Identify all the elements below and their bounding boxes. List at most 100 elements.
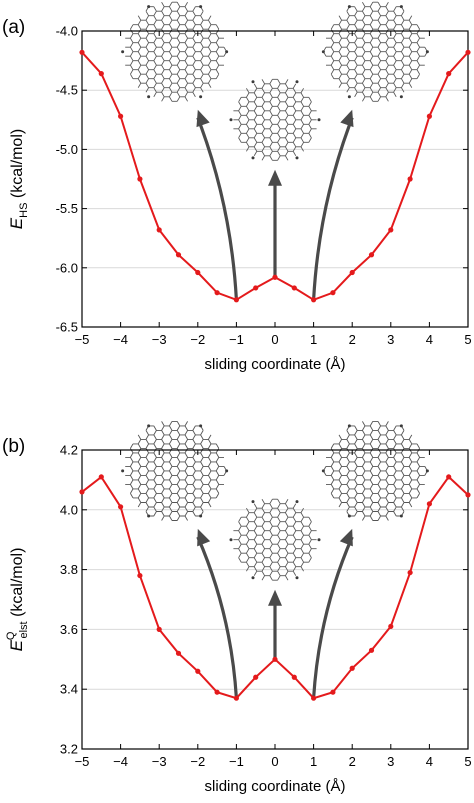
data-point [195, 269, 201, 276]
x-tick-label: −2 [190, 332, 205, 347]
y-axis-label-symbol: E [7, 217, 26, 229]
x-tick-label: 1 [310, 332, 317, 347]
molecule-edge-atom [251, 156, 255, 160]
molecule-edge-atom [199, 514, 203, 518]
data-point [233, 297, 239, 303]
arrow-head [268, 169, 282, 186]
x-tick-label: 1 [310, 754, 317, 769]
data-point [388, 623, 394, 630]
arrow-right [312, 109, 354, 300]
molecule-edge-atom [295, 576, 299, 580]
arrow-head [197, 528, 211, 547]
x-tick-label: −4 [113, 332, 128, 347]
arrow-left [196, 528, 238, 699]
x-tick-label: 2 [349, 754, 356, 769]
x-axis-label: sliding coordinate (Å) [205, 356, 346, 373]
molecule-bonds [233, 78, 317, 161]
data-point [349, 665, 355, 671]
data-point [253, 285, 259, 291]
y-axis-label: EHS (kcal/mol) [7, 129, 30, 229]
molecule-edge-atom [347, 5, 351, 9]
x-tick-label: −2 [190, 754, 205, 769]
y-tick-label: 4.2 [60, 443, 78, 458]
data-point [137, 176, 143, 182]
y-axis-label-sup: Q [5, 631, 17, 640]
panel-a: −5 −4 −3 −2 −1 0 1 2 3 4 5 -6.5 -6.0 -5.5 -5.0 -4.5 -4.0… [2, 1, 472, 373]
molecule-edge-atom [399, 424, 403, 428]
y-axis-label-symbol: E [7, 639, 26, 651]
data-point [175, 252, 182, 258]
data-point [253, 674, 259, 680]
y-tick-label: 3.2 [60, 742, 78, 757]
data-point [291, 285, 297, 291]
data-point [156, 626, 162, 633]
arrow-head [268, 589, 282, 606]
panel-b: −5 −4 −3 −2 −1 0 1 2 3 4 5 3.2 3.4 3.6 3.8 4.0 4.2 slidin… [2, 420, 472, 795]
molecule-edge-atom [147, 424, 151, 428]
molecule-edge-atom [147, 5, 151, 9]
x-tick-label: 0 [271, 754, 278, 769]
y-axis-label: EQelst (kcal/mol) [5, 548, 30, 652]
data-point [368, 647, 375, 653]
arrow-head [340, 109, 354, 128]
molecule-center [229, 78, 321, 161]
molecule-bonds [125, 1, 227, 102]
panel-label: (a) [2, 17, 25, 38]
y-tick-label: -4.0 [56, 24, 78, 39]
y-tick-label: -6.5 [56, 320, 78, 335]
molecule-bonds [233, 498, 317, 581]
molecule-edge-atom [251, 80, 255, 84]
arrow-head [196, 109, 210, 128]
x-tick-label: 0 [271, 332, 278, 347]
molecule-edge-atom [121, 469, 125, 473]
molecule-bonds [323, 420, 428, 521]
molecule-edge-atom [295, 500, 299, 504]
data-point [98, 71, 104, 77]
arrow-shaft [196, 536, 238, 699]
data-point [156, 227, 162, 233]
molecule-edge-atom [229, 118, 233, 122]
molecule-edge-atom [295, 80, 299, 84]
molecule-edge-atom [399, 95, 403, 99]
y-axis-label-sub: elst [18, 621, 30, 638]
data-point [79, 49, 85, 55]
y-axis-label-sub: HS [18, 203, 30, 218]
arrow-center [268, 169, 282, 278]
data-point [98, 474, 104, 480]
arrow-shaft [196, 117, 238, 300]
y-tick-label: 3.6 [60, 622, 78, 637]
data-point [330, 689, 336, 695]
molecule-edge-atom [295, 156, 299, 160]
x-tick-label: −1 [229, 332, 244, 347]
data-point [311, 297, 317, 303]
molecule-edge-atom [147, 95, 151, 99]
molecule-edge-atom [251, 500, 255, 504]
molecule-bonds [323, 1, 428, 102]
molecule-edge-atom [317, 538, 321, 542]
data-point [330, 290, 336, 296]
molecule-edge-atom [347, 514, 351, 518]
data-point [446, 71, 452, 77]
molecule-edge-atom [229, 538, 233, 542]
molecule-right [321, 1, 429, 102]
arrow-shaft [312, 536, 354, 699]
data-point [214, 290, 220, 296]
data-point [175, 650, 182, 656]
data-point [446, 474, 452, 480]
x-tick-label: 4 [426, 754, 433, 769]
y-tick-label: -6.0 [56, 260, 78, 275]
molecule-edge-atom [347, 95, 351, 99]
data-point [465, 49, 471, 55]
x-axis-label: sliding coordinate (Å) [205, 778, 346, 795]
data-point [426, 113, 432, 119]
data-point [407, 569, 413, 576]
x-tick-label: 2 [349, 332, 356, 347]
y-tick-label: -5.5 [56, 201, 78, 216]
data-point [465, 492, 471, 498]
data-point [272, 274, 278, 280]
y-tick-label: 3.8 [60, 562, 78, 577]
molecule-bonds [125, 420, 227, 521]
x-tick-label: −1 [229, 754, 244, 769]
molecule-edge-atom [399, 5, 403, 9]
